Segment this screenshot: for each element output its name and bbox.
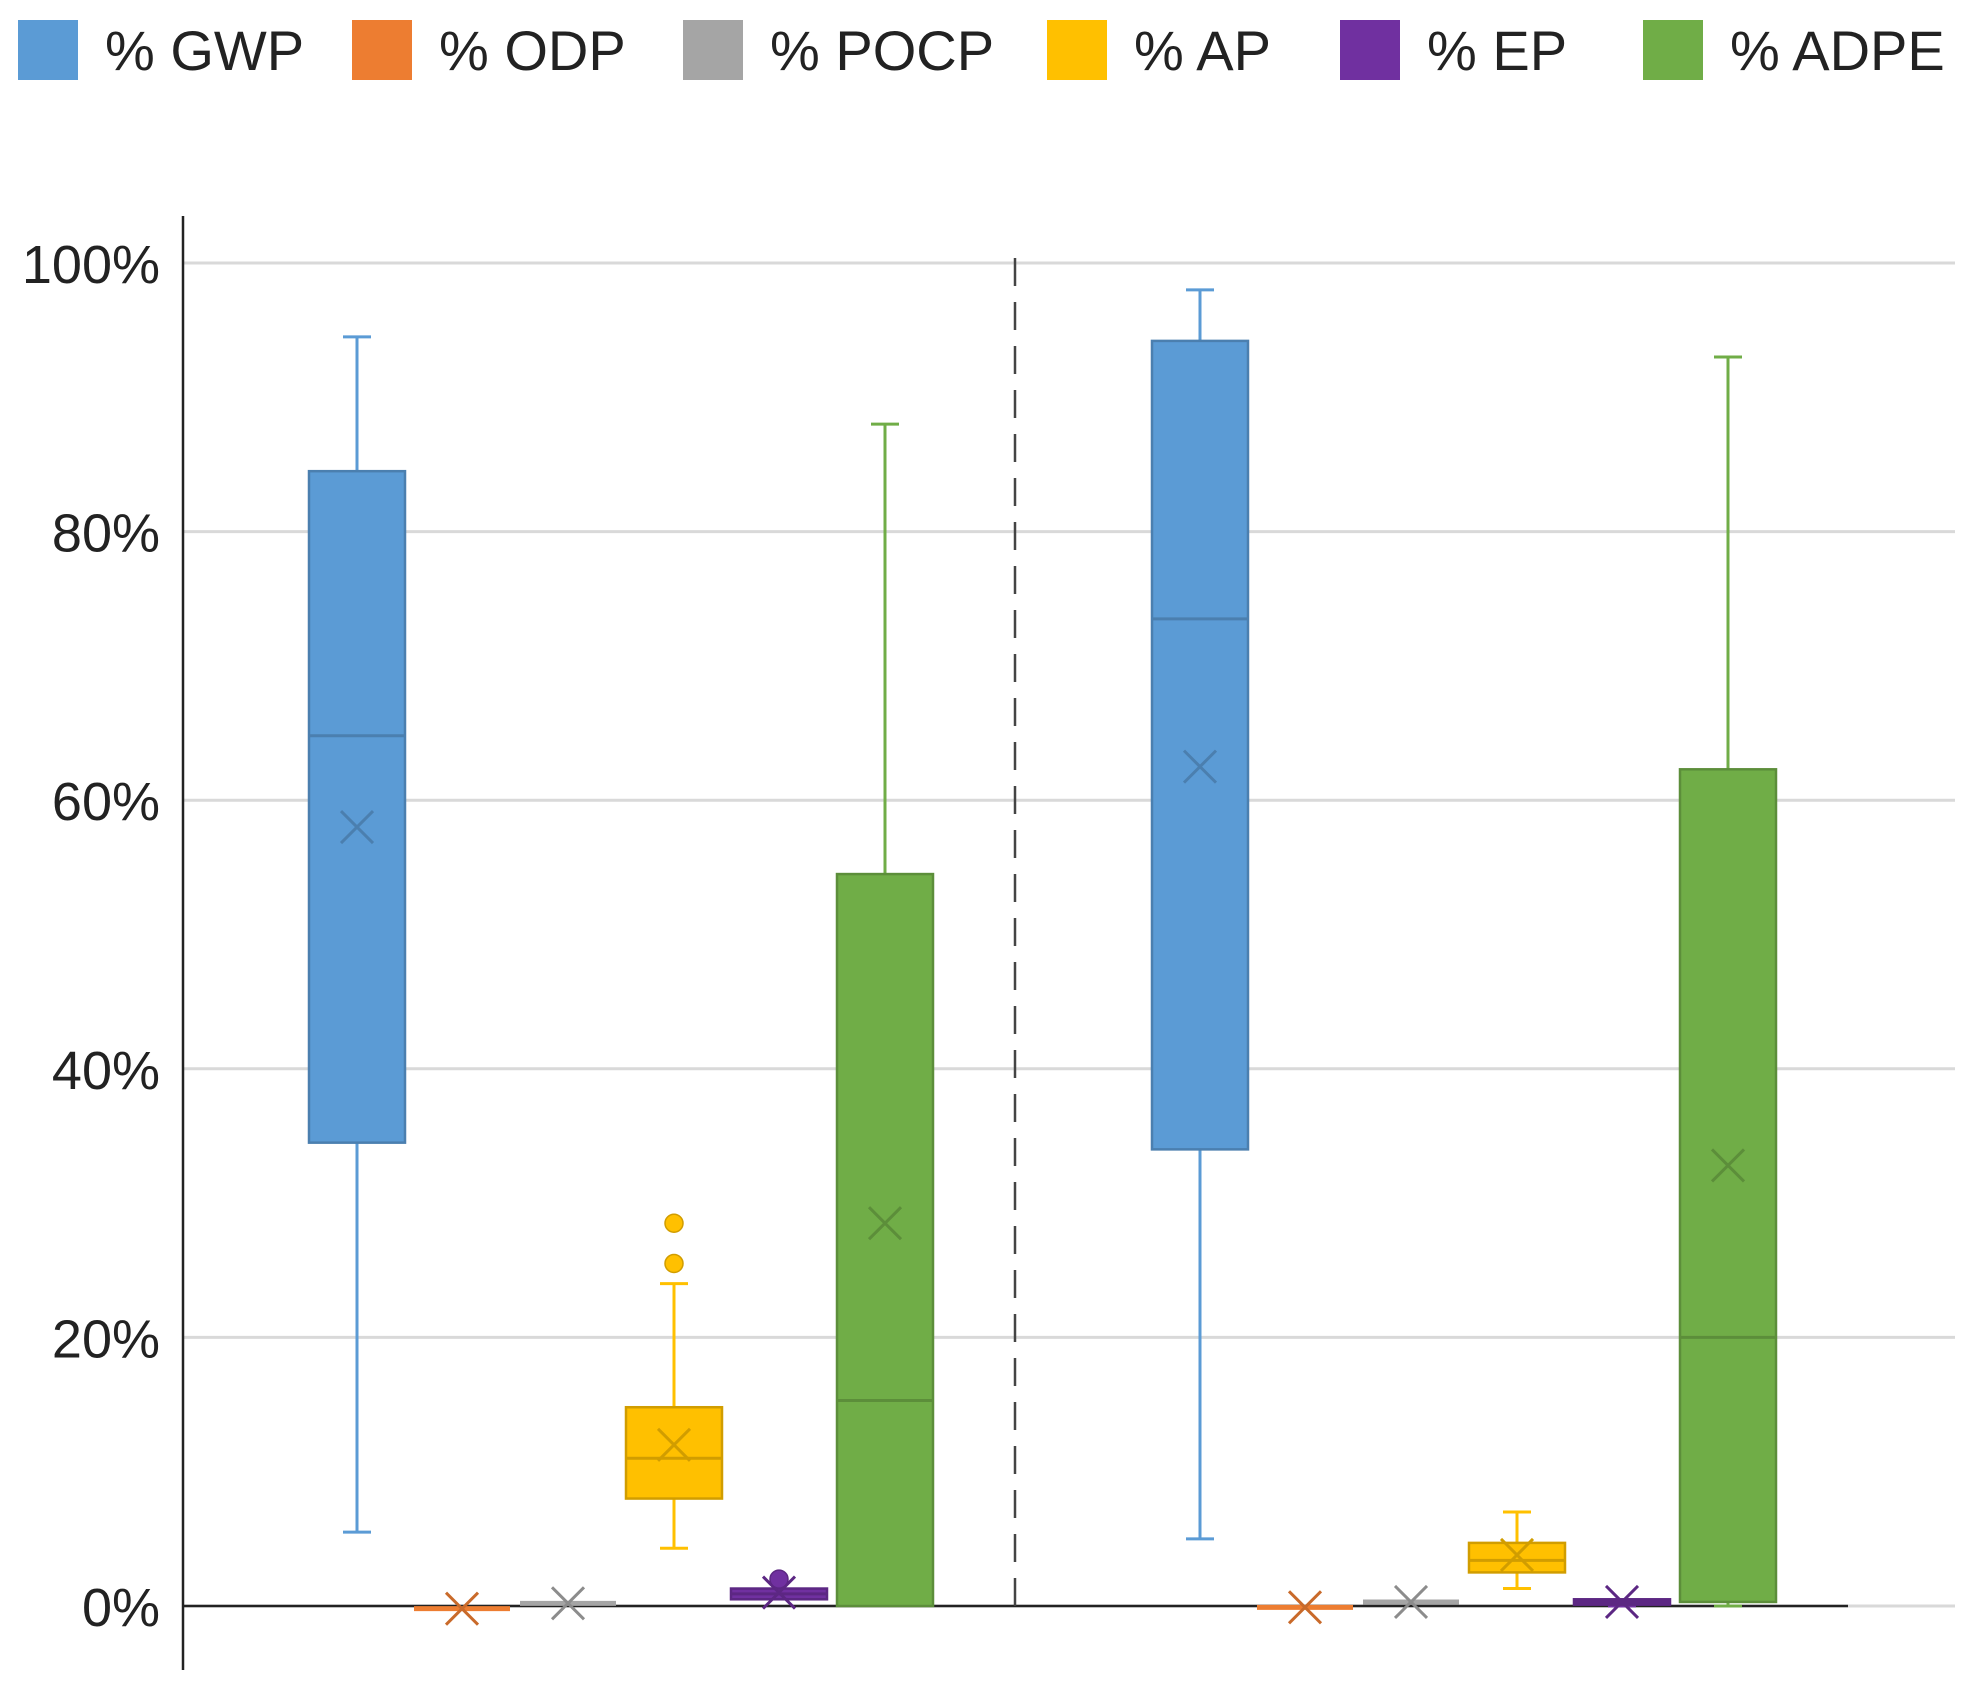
box-gwp [1150, 288, 1250, 1541]
outlier-point [769, 1569, 789, 1589]
legend-label: % ODP [439, 19, 626, 82]
box-ap [1467, 1510, 1567, 1591]
legend-swatch [1340, 20, 1400, 80]
y-tick-label: 0% [82, 1578, 160, 1638]
legend-swatch [1047, 20, 1107, 80]
legend-swatch [683, 20, 743, 80]
y-tick-labels: 0% 20% 40% 60% 80% 100% [22, 235, 160, 1638]
legend-label: % AP [1134, 19, 1271, 82]
mean-marker [1499, 1537, 1535, 1573]
box-body [1150, 339, 1250, 1151]
mean-marker [1393, 1584, 1429, 1620]
box-ep [729, 1569, 829, 1610]
y-tick-label: 20% [52, 1309, 160, 1369]
box-ep [1572, 1584, 1672, 1620]
legend-label: % GWP [105, 19, 304, 82]
mean-marker [1710, 1148, 1746, 1183]
mean-marker [550, 1586, 586, 1621]
box-adpe [1678, 355, 1778, 1608]
mean-marker [867, 1206, 903, 1241]
mean-marker [1287, 1590, 1323, 1625]
outlier-point [664, 1213, 684, 1233]
mean-marker [1182, 749, 1218, 784]
mean-marker [656, 1427, 692, 1462]
outlier-point [664, 1253, 684, 1274]
box-odp [414, 1591, 510, 1626]
box-body [1678, 768, 1778, 1604]
box-body [624, 1405, 724, 1500]
y-tick-label: 100% [22, 235, 160, 295]
box-body [1467, 1541, 1567, 1574]
legend: % GWP % ODP % POCP % AP % EP % ADPE [18, 19, 1945, 82]
mean-marker [1604, 1584, 1640, 1620]
mean-marker [761, 1575, 797, 1610]
boxes [307, 288, 1778, 1626]
box-body [307, 469, 407, 1144]
y-tick-label: 40% [52, 1041, 160, 1101]
box-pocp [1363, 1584, 1459, 1620]
y-tick-label: 80% [52, 504, 160, 564]
box-body [835, 872, 935, 1608]
legend-swatch [352, 20, 412, 80]
box-adpe [835, 422, 935, 1608]
box-ap [624, 1213, 724, 1550]
box-pocp [520, 1586, 616, 1621]
y-tick-label: 60% [52, 772, 160, 832]
legend-swatch [18, 20, 78, 80]
legend-label: % POCP [770, 19, 994, 82]
mean-marker [444, 1591, 480, 1626]
legend-label: % EP [1427, 19, 1567, 82]
box-gwp [307, 335, 407, 1534]
legend-swatch [1643, 20, 1703, 80]
mean-marker [339, 809, 375, 845]
box-odp [1257, 1590, 1353, 1625]
legend-label: % ADPE [1730, 19, 1945, 82]
